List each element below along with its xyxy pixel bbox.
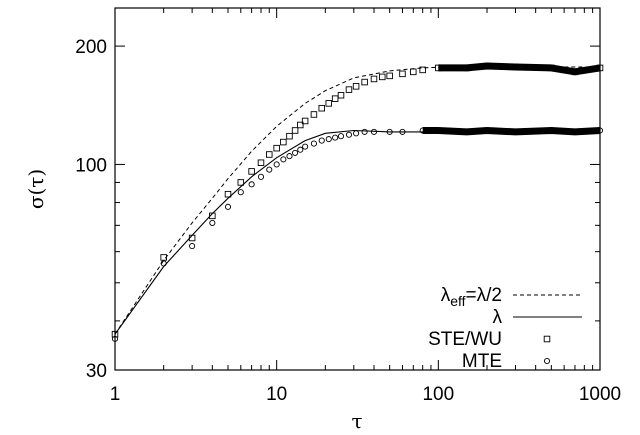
x-tick-label: 1 bbox=[110, 384, 121, 405]
x-tick-label: 10 bbox=[266, 384, 287, 405]
ste-wu-point bbox=[399, 70, 406, 78]
ste-wu-point bbox=[379, 73, 386, 81]
series-line-lambda bbox=[114, 129, 600, 335]
mte-point bbox=[399, 128, 406, 135]
ste-wu-point bbox=[301, 117, 309, 125]
mte-point bbox=[273, 161, 280, 168]
x-tick-label: 100 bbox=[422, 384, 454, 405]
ste-wu-point bbox=[352, 83, 360, 90]
mte-point bbox=[353, 130, 360, 137]
ste-wu-point bbox=[370, 75, 378, 83]
ste-wu-point bbox=[286, 132, 293, 140]
series-line-lambda-eff bbox=[114, 65, 600, 335]
mte-point bbox=[386, 128, 393, 135]
mte-point bbox=[248, 181, 255, 188]
ste-wu-point bbox=[331, 95, 339, 102]
ste-wu-point bbox=[345, 86, 353, 93]
mte-point bbox=[345, 131, 353, 138]
mte-point bbox=[361, 128, 368, 135]
mte-point bbox=[111, 335, 119, 342]
ste-wu-point bbox=[386, 72, 393, 80]
legend-sample-circle bbox=[543, 357, 551, 365]
mte-dense-band bbox=[422, 127, 601, 136]
legend-sample-square bbox=[543, 335, 551, 343]
ste-wu-point bbox=[111, 330, 119, 338]
mte-point bbox=[370, 128, 378, 135]
ste-wu-point bbox=[419, 66, 426, 74]
y-axis-ticks: 30 100 200 bbox=[75, 37, 600, 382]
mte-point bbox=[332, 134, 339, 141]
ste-wu-point bbox=[248, 168, 255, 175]
ste-wu-point bbox=[188, 234, 196, 242]
mte-point bbox=[266, 166, 273, 173]
mte-point bbox=[237, 189, 244, 196]
legend-label: STE/WU bbox=[428, 329, 502, 350]
y-axis-title: σ(τ) bbox=[24, 169, 48, 209]
legend-label: MTE bbox=[462, 351, 502, 372]
plot-frame bbox=[114, 7, 601, 371]
ste-wu-point bbox=[160, 254, 167, 261]
mte-point bbox=[160, 260, 167, 267]
ste-wu-point bbox=[310, 111, 318, 118]
mte-point bbox=[302, 143, 309, 150]
ste-wu-point bbox=[337, 91, 345, 99]
ste-wu-point bbox=[361, 78, 368, 86]
ste-wu-dense-band bbox=[438, 62, 601, 76]
ste-wu-point bbox=[224, 190, 232, 198]
ste-wu-point bbox=[273, 144, 280, 152]
legend-label-sub: eff bbox=[450, 293, 465, 309]
ste-wu-point bbox=[325, 100, 333, 107]
legend-label-main: λ bbox=[441, 285, 451, 306]
mte-point bbox=[297, 146, 304, 153]
mte-point bbox=[280, 156, 287, 163]
mte-point bbox=[292, 149, 299, 156]
ste-wu-point bbox=[291, 127, 299, 134]
x-tick-label: 1000 bbox=[579, 384, 621, 405]
y-tick-label: 100 bbox=[75, 155, 107, 176]
ste-wu-point bbox=[297, 121, 304, 129]
mte-point bbox=[257, 173, 265, 180]
mte-point bbox=[337, 133, 345, 140]
x-axis-ticks: 1 10 100 1000 bbox=[110, 8, 621, 405]
legend-label: λeff=λ/2 bbox=[441, 285, 502, 309]
legend-label-tail: =λ/2 bbox=[466, 285, 502, 306]
y-tick-label: 30 bbox=[86, 361, 107, 382]
y-tick-label: 200 bbox=[75, 37, 107, 58]
mte-point bbox=[189, 243, 196, 250]
mte-point bbox=[325, 136, 332, 143]
x-axis-title: τ bbox=[351, 409, 362, 433]
mte-point bbox=[286, 153, 293, 160]
ste-wu-point bbox=[410, 68, 417, 76]
legend-label: λ bbox=[493, 307, 503, 328]
ste-wu-point bbox=[318, 104, 325, 112]
ste-wu-point bbox=[257, 159, 265, 166]
series-layer bbox=[111, 62, 604, 342]
ste-wu-point bbox=[280, 138, 287, 146]
mte-point bbox=[310, 140, 317, 147]
ste-wu-point bbox=[237, 179, 245, 186]
mte-point bbox=[209, 219, 216, 226]
ste-wu-point bbox=[209, 212, 216, 220]
mte-point bbox=[224, 203, 232, 210]
mte-point bbox=[318, 137, 325, 144]
ste-wu-point bbox=[266, 151, 273, 158]
